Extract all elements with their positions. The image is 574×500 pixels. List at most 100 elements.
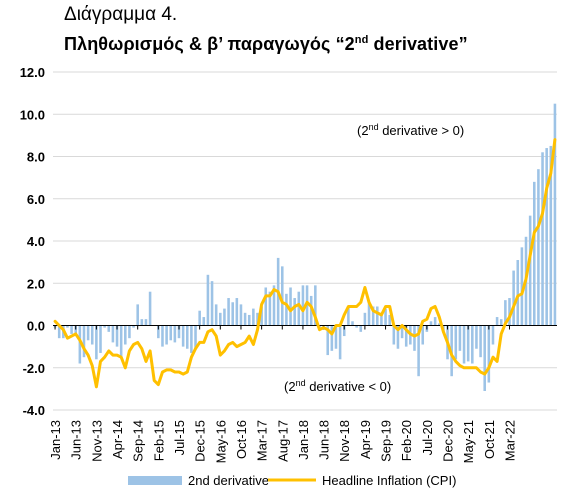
bar (185, 325, 189, 349)
bar (223, 308, 226, 326)
bar (479, 325, 482, 358)
y-tick-label: 0.0 (27, 319, 45, 334)
bar (57, 325, 61, 339)
x-tick-label: Oct-16 (234, 420, 249, 459)
bar (177, 325, 181, 339)
bar (136, 304, 139, 326)
bar (95, 325, 98, 360)
bar (380, 312, 383, 326)
bar (144, 319, 148, 326)
bar (66, 325, 69, 328)
legend-line-label: Headline Inflation (CPI) (322, 473, 456, 488)
bar (301, 285, 305, 326)
bar (235, 298, 239, 326)
bar (194, 325, 197, 349)
bar (297, 291, 301, 326)
line-series (53, 138, 557, 389)
x-tick-label: Jul-15 (172, 420, 187, 455)
x-tick-label: Sep-19 (379, 420, 394, 462)
bar (219, 312, 222, 326)
bar (132, 325, 135, 328)
bar (314, 285, 317, 326)
bar (384, 308, 387, 326)
bar (338, 325, 342, 360)
x-tick-label: Sep-14 (131, 420, 146, 462)
bar (404, 325, 408, 347)
bar (376, 306, 379, 326)
bar (99, 325, 102, 353)
legend: 2nd derivative Headline Inflation (CPI) (128, 473, 456, 488)
x-tick-label: May-16 (213, 420, 228, 463)
x-tick-label: Jun-13 (69, 420, 84, 460)
bar (342, 325, 346, 337)
bar (268, 291, 272, 326)
bar (545, 148, 548, 326)
bar (210, 281, 214, 326)
bar (458, 325, 462, 351)
bar (326, 325, 330, 356)
x-tick-label: Dec-20 (441, 420, 456, 462)
y-tick-label: 8.0 (27, 150, 45, 165)
bar (227, 298, 230, 326)
bar (165, 325, 168, 345)
bar (214, 304, 218, 326)
bar (243, 312, 247, 326)
bar (330, 325, 334, 351)
bar (541, 152, 544, 326)
x-tick-label: Jan-18 (296, 420, 311, 460)
bar (111, 325, 115, 343)
bar (198, 310, 201, 326)
bar (351, 321, 354, 326)
x-tick-label: May-21 (461, 420, 476, 463)
legend-bar-swatch (128, 476, 182, 485)
bar (107, 325, 111, 332)
bar (202, 317, 206, 326)
bar (462, 325, 466, 364)
bar (206, 274, 210, 326)
x-tick-label: Aug-17 (275, 420, 290, 462)
bar (289, 287, 292, 326)
bar (140, 319, 144, 326)
x-tick-label: Jan-13 (48, 420, 63, 460)
chart-subtitle: Πληθωρισμός & β’ παραγωγός “2nd derivati… (64, 34, 468, 54)
y-tick-label: 6.0 (27, 192, 45, 207)
bar (371, 306, 375, 326)
bar (157, 325, 160, 339)
bar (512, 270, 515, 326)
bar (508, 298, 511, 326)
bar (429, 321, 433, 326)
bar (103, 325, 106, 328)
bar (504, 300, 507, 326)
bar (169, 325, 173, 341)
y-tick-label: -2.0 (23, 361, 45, 376)
bar (471, 325, 474, 364)
chart-title: Διάγραμμα 4. (64, 4, 178, 25)
bar (359, 325, 363, 332)
bar (161, 325, 164, 347)
x-tick-label: Nov-18 (337, 420, 352, 462)
bar-series (53, 103, 557, 391)
bar (491, 325, 495, 345)
bar (520, 247, 524, 326)
bar (421, 325, 425, 345)
bar (86, 325, 90, 341)
x-tick-label: Dec-15 (193, 420, 208, 462)
bar (437, 323, 441, 326)
bar (363, 312, 367, 326)
bar (173, 325, 177, 343)
bar (334, 325, 338, 349)
y-tick-label: 2.0 (27, 276, 45, 291)
cpi-line (53, 138, 557, 389)
bar (528, 215, 532, 326)
x-tick-label: Feb-15 (151, 420, 166, 461)
bar (247, 314, 251, 326)
x-tick-label: Apr-14 (110, 420, 125, 459)
annotation-negative: (2nd derivative < 0) (284, 378, 391, 394)
x-tick-label: Jun-18 (317, 420, 332, 460)
bar (475, 325, 478, 349)
bar (549, 145, 553, 326)
bar (499, 319, 503, 326)
bar (400, 325, 404, 339)
bar (396, 325, 400, 349)
bar (417, 325, 420, 377)
